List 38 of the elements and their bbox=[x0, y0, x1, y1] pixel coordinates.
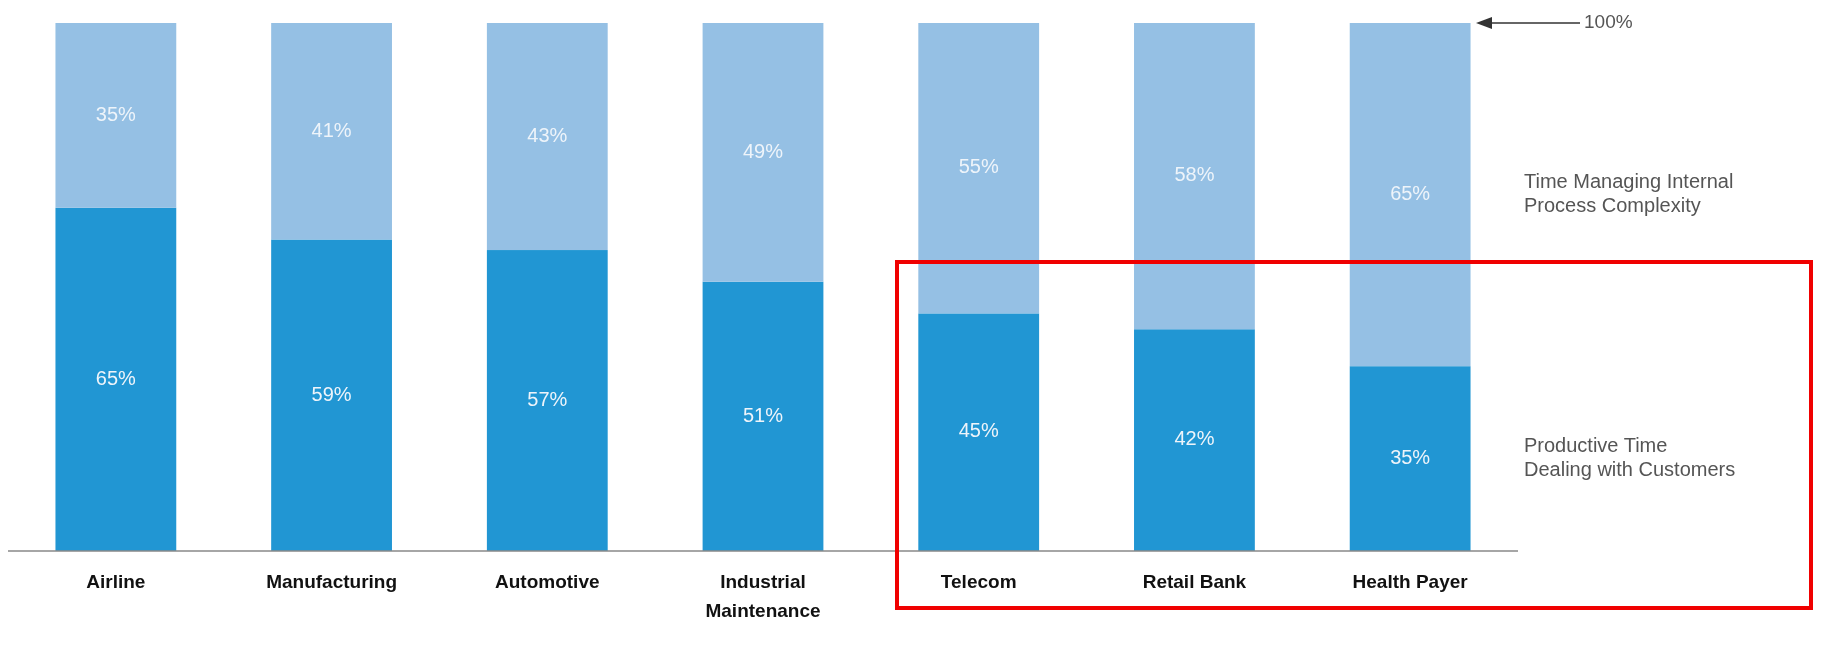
data-label: 57% bbox=[527, 387, 568, 410]
text: Time Managing Internal Process Complexity bbox=[1524, 169, 1734, 216]
bar bbox=[1349, 366, 1471, 551]
bar bbox=[271, 239, 392, 551]
x-tick-label: Retail Bank bbox=[1142, 571, 1247, 592]
data-label: 43% bbox=[527, 123, 568, 146]
x-tick-label: Airline bbox=[86, 571, 146, 592]
data-label: 42% bbox=[1174, 427, 1215, 450]
x-tick-label: Automotive bbox=[495, 571, 600, 592]
data-label: 59% bbox=[311, 382, 352, 405]
bar bbox=[1349, 23, 1471, 367]
bar bbox=[918, 23, 1040, 314]
data-label: 49% bbox=[742, 139, 784, 162]
bar bbox=[702, 23, 824, 282]
data-label: 51% bbox=[742, 403, 784, 426]
bar bbox=[486, 250, 608, 551]
bar bbox=[486, 23, 608, 251]
bar bbox=[55, 207, 177, 551]
bar bbox=[1134, 23, 1255, 330]
bar bbox=[1134, 329, 1255, 551]
data-label: 58% bbox=[1174, 163, 1215, 186]
data-label: 65% bbox=[95, 366, 137, 389]
data-label: 35% bbox=[95, 102, 137, 125]
bar bbox=[55, 23, 177, 208]
text: 100% bbox=[1584, 11, 1633, 33]
x-tick-label: Telecom bbox=[940, 571, 1017, 592]
text: Productive Time Dealing with Customers bbox=[1524, 433, 1736, 480]
data-label: 65% bbox=[1390, 181, 1431, 204]
data-label: 55% bbox=[958, 155, 999, 178]
x-tick-label: Manufacturing bbox=[266, 571, 398, 592]
bar bbox=[271, 23, 392, 240]
x-tick-label: Industrial Maintenance bbox=[705, 571, 821, 621]
x-tick-label: Health Payer bbox=[1352, 571, 1469, 592]
data-label: 45% bbox=[958, 419, 999, 442]
bar bbox=[918, 313, 1040, 551]
bar bbox=[702, 281, 824, 551]
data-label: 35% bbox=[1390, 445, 1431, 468]
data-label: 41% bbox=[311, 118, 352, 141]
